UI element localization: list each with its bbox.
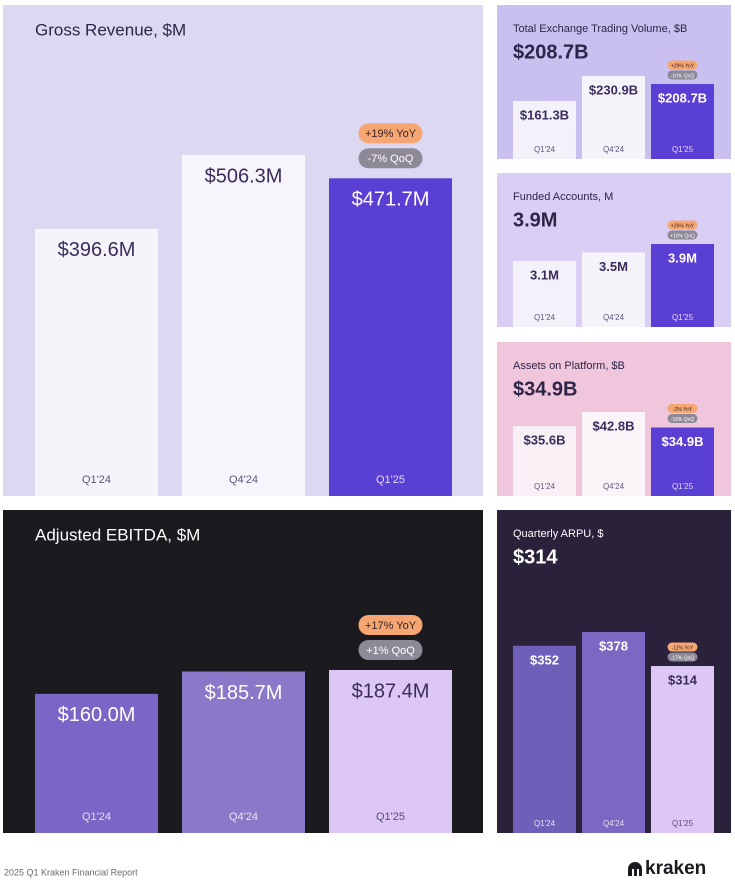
category-label: Q1'25 (672, 313, 694, 322)
chart-title: Gross Revenue, $M (35, 20, 186, 39)
chart-title: Adjusted EBITDA, $M (35, 525, 200, 544)
chart-panel: Adjusted EBITDA, $M $160.0M Q1'24 $185.7M Q4… (3, 510, 483, 833)
badge (358, 640, 423, 660)
badge (667, 652, 698, 662)
bar (182, 671, 305, 833)
bar (35, 228, 158, 496)
bar (513, 426, 576, 496)
value-label: $208.7B (658, 90, 707, 105)
chart-panel: Quarterly ARPU, $ $314 $352 Q1'24 $378 Q4'24 $… (497, 510, 731, 833)
category-label: Q4'24 (603, 313, 625, 322)
bar (329, 670, 452, 833)
logo-icon (628, 862, 642, 876)
category-label: Q1'24 (534, 482, 556, 491)
category-label: Q4'24 (229, 474, 258, 486)
headline-value: 3.9M (513, 209, 557, 231)
value-label: 3.9M (668, 250, 697, 265)
badge-label: +19% YoY (365, 128, 417, 140)
chart-title: Total Exchange Trading Volume, $B (513, 23, 687, 35)
badge (358, 148, 423, 169)
badge-label: +26% YoY (671, 223, 695, 229)
bar (582, 76, 645, 159)
bar (35, 693, 158, 833)
category-label: Q1'25 (672, 482, 694, 491)
category-label: Q4'24 (603, 145, 625, 154)
value-label: $185.7M (205, 682, 283, 704)
badge (667, 404, 698, 414)
chart-title: Quarterly ARPU, $ (513, 528, 603, 540)
badge-label: +17% YoY (365, 620, 417, 632)
headline-value: $208.7B (513, 41, 589, 63)
headline-value: $314 (513, 546, 558, 568)
badge-label: -11% YoY (672, 645, 694, 651)
value-label: $314 (668, 672, 698, 687)
category-label: Q1'24 (82, 474, 111, 486)
badge (358, 123, 423, 144)
badge-label: -10% QoQ (671, 73, 695, 79)
category-label: Q1'25 (672, 819, 694, 828)
chart-panel: Assets on Platform, $B $34.9B $35.6B Q1'24 $… (497, 342, 731, 496)
value-label: $352 (530, 652, 559, 667)
badge-label: -7% QoQ (368, 153, 414, 165)
value-label: 3.1M (530, 267, 559, 282)
kraken-logo: kraken (628, 858, 706, 879)
chart-title: Funded Accounts, M (513, 191, 613, 203)
bar (651, 427, 714, 496)
value-label: $378 (599, 638, 628, 653)
headline-value: $34.9B (513, 378, 578, 400)
badge-label: +1% QoQ (366, 645, 415, 657)
badge (667, 230, 698, 240)
chart-panel: Total Exchange Trading Volume, $B $208.7B… (497, 5, 731, 159)
badge-label: +29% YoY (671, 63, 695, 69)
badge-label: -17% QoQ (671, 655, 695, 661)
value-label: $160.0M (58, 704, 136, 726)
bar (513, 101, 576, 159)
value-label: $506.3M (205, 165, 283, 187)
badge-label: -18% QoQ (671, 417, 695, 423)
category-label: Q4'24 (603, 819, 625, 828)
bar (513, 261, 576, 327)
value-label: $471.7M (352, 189, 430, 211)
logo-text: kraken (645, 858, 706, 879)
badge (667, 220, 698, 230)
bar (513, 645, 576, 833)
badge (667, 60, 698, 70)
value-label: $35.6B (524, 433, 566, 448)
badge (667, 70, 698, 80)
bar (329, 178, 452, 496)
category-label: Q4'24 (229, 811, 258, 823)
category-label: Q4'24 (603, 482, 625, 491)
bar (582, 632, 645, 833)
category-label: Q1'25 (376, 811, 405, 823)
footer-source: 2025 Q1 Kraken Financial Report (4, 867, 138, 877)
bar (651, 244, 714, 327)
value-label: $161.3B (520, 107, 569, 122)
chart-panel: Gross Revenue, $M $396.6M Q1'24 $506.3M Q4'2… (3, 5, 483, 496)
category-label: Q1'25 (672, 145, 694, 154)
bar (651, 83, 714, 159)
bar (182, 155, 305, 496)
value-label: $42.8B (593, 418, 635, 433)
value-label: $230.9B (589, 82, 638, 97)
category-label: Q1'24 (82, 811, 111, 823)
value-label: $396.6M (58, 239, 136, 261)
value-label: $34.9B (662, 434, 704, 449)
chart-title: Assets on Platform, $B (513, 360, 625, 372)
chart-panel: Funded Accounts, M 3.9M 3.1M Q1'24 3.5M Q4'24… (497, 173, 731, 327)
badge-label: +10% QoQ (670, 233, 695, 239)
category-label: Q1'24 (534, 819, 556, 828)
value-label: $187.4M (352, 680, 430, 702)
bar (582, 252, 645, 327)
badge (667, 414, 698, 424)
badge (667, 642, 698, 652)
bar (651, 666, 714, 833)
badge (358, 615, 423, 635)
category-label: Q1'24 (534, 313, 556, 322)
category-label: Q1'24 (534, 145, 556, 154)
value-label: 3.5M (599, 259, 628, 274)
category-label: Q1'25 (376, 474, 405, 486)
badge-label: -2% YoY (673, 407, 693, 413)
bar (582, 412, 645, 496)
